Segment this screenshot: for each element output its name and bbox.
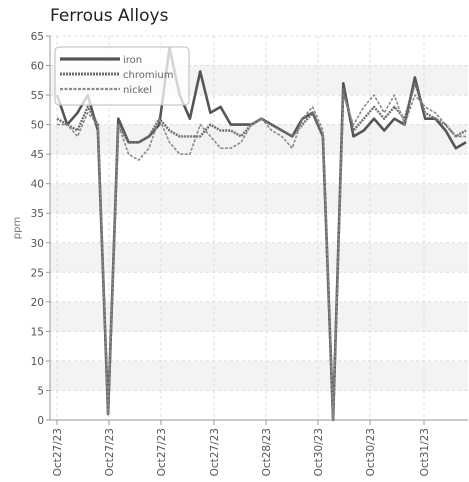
y-tick-label: 50: [31, 120, 44, 132]
axes: [49, 36, 468, 421]
x-tick-label: Oct30/23: [365, 428, 377, 476]
y-tick-label: 45: [31, 149, 44, 161]
series-line-nickel: [57, 94, 466, 421]
y-tick-label: 35: [31, 208, 44, 220]
y-tick-label: 10: [31, 356, 44, 368]
chart-title: Ferrous Alloys: [50, 6, 169, 26]
grid-band: [50, 124, 468, 155]
gridlines: [50, 35, 468, 421]
grid-band: [50, 183, 468, 214]
grid-band: [50, 360, 468, 391]
y-tick-label: 20: [31, 297, 44, 309]
y-tick-label: 25: [31, 267, 44, 279]
y-tick-label: 60: [31, 61, 44, 73]
series-lines: [55, 46, 467, 422]
x-tick-label: Oct27/23: [52, 428, 64, 476]
y-tick-label: 5: [37, 385, 44, 397]
y-tick-label: 55: [31, 90, 44, 102]
x-tick-label: Oct27/23: [156, 428, 168, 476]
legend-box: [54, 46, 190, 106]
legend-label-chromium: chromium: [123, 70, 173, 81]
y-tick-label: 30: [31, 238, 44, 250]
y-axis-label: ppm: [12, 217, 23, 239]
x-tick-label: Oct27/23: [209, 428, 221, 476]
legend-label-nickel: nickel: [123, 85, 152, 96]
x-tick-label: Oct31/23: [419, 428, 431, 476]
y-tick-label: 15: [31, 326, 44, 338]
y-tick-label: 0: [37, 415, 44, 427]
y-tick-label: 40: [31, 179, 44, 191]
series-line-chromium: [56, 82, 467, 422]
legend-label-iron: iron: [123, 55, 142, 66]
y-tick-label: 65: [31, 31, 44, 43]
grid-band: [50, 301, 468, 332]
y-axis-ticks: 0 5 10 15 20 25 30 35 40 45 50 55 60 65: [31, 31, 50, 427]
x-tick-label: Oct28/23: [261, 428, 273, 476]
grid-band: [50, 242, 468, 273]
x-tick-label: Oct30/23: [313, 428, 325, 476]
x-axis-ticks: Oct27/23 Oct27/23 Oct27/23 Oct27/23 Oct28/23…: [52, 420, 431, 476]
x-tick-label: Oct27/23: [104, 428, 116, 476]
legend: iron chromium nickel: [54, 46, 190, 106]
